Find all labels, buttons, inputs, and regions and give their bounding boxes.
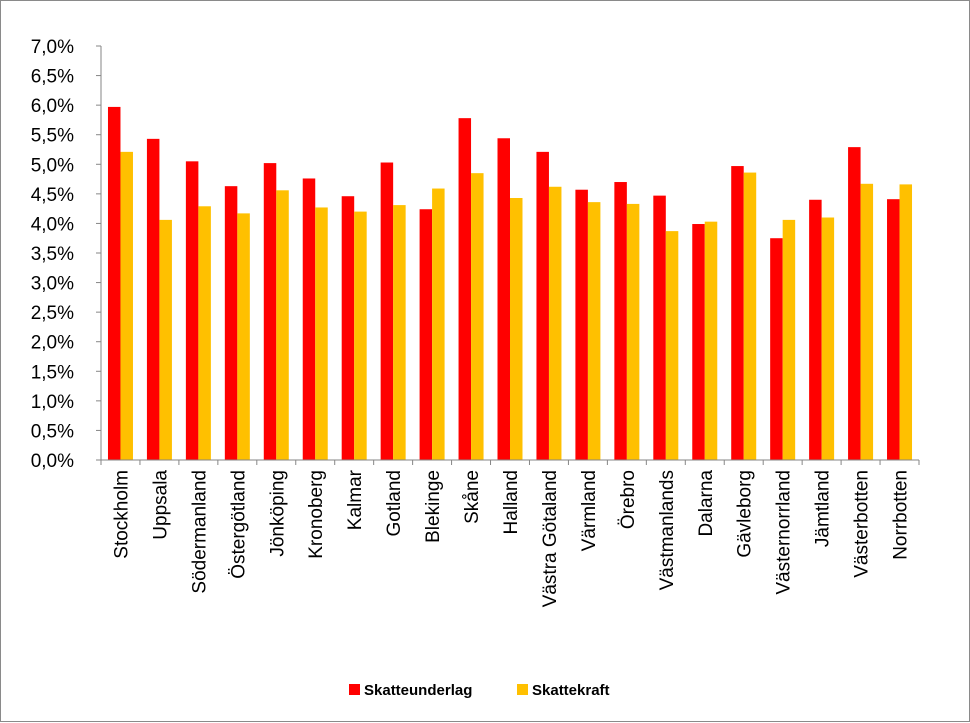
x-tick-label: Östergötland (228, 470, 249, 579)
bar-skatteunderlag-21 (887, 199, 900, 460)
bar-skattekraft-2 (159, 219, 172, 460)
x-tick-label: Kalmar (345, 469, 366, 530)
bar-skattekraft-11 (510, 197, 523, 461)
x-tick-label: Dalarna (696, 470, 717, 537)
x-tick-label: Örebro (618, 470, 639, 529)
y-tick-label: 7,0% (31, 37, 74, 58)
y-tick-label: 4,0% (31, 214, 74, 235)
legend: Skatteunderlag Skattekraft (349, 682, 610, 699)
bar-skattekraft-20 (860, 183, 874, 460)
y-tick-label: 6,5% (31, 67, 74, 88)
y-tick-label: 3,5% (31, 244, 74, 265)
x-tick-label: Västernorrland (774, 470, 795, 595)
bar-skattekraft-7 (354, 211, 367, 460)
x-tick-label: Halland (501, 470, 522, 534)
x-tick-label: Gävleborg (735, 470, 756, 558)
bar-skattekraft-10 (471, 173, 484, 460)
bar-skatteunderlag-5 (263, 163, 277, 461)
legend-label-skattekraft: Skattekraft (532, 682, 610, 699)
bar-skatteunderlag-2 (146, 138, 160, 460)
bar-skattekraft-1 (120, 151, 133, 460)
legend-swatch-skatteunderlag (349, 684, 360, 695)
y-tick-label: 4,5% (31, 185, 74, 206)
bar-skatteunderlag-11 (497, 138, 510, 460)
x-tick-label: Blekinge (423, 470, 444, 543)
y-tick-label: 0,0% (31, 451, 74, 472)
legend-swatch-skattekraft (517, 684, 528, 695)
bar-skatteunderlag-8 (380, 162, 394, 461)
x-tick-label: Södermanland (189, 470, 210, 594)
x-tick-label: Skåne (462, 470, 483, 524)
x-tick-label: Jönköping (267, 470, 288, 557)
bars (107, 106, 913, 461)
bar-skattekraft-21 (899, 184, 913, 460)
y-tick-label: 3,0% (31, 274, 74, 295)
bar-skatteunderlag-3 (185, 161, 199, 461)
bar-skatteunderlag-16 (692, 224, 705, 460)
y-tick-label: 2,0% (31, 333, 74, 354)
y-tick-label: 2,5% (31, 303, 74, 324)
bar-skattekraft-4 (237, 213, 250, 460)
bar-skattekraft-5 (276, 190, 289, 460)
bar-skatteunderlag-15 (653, 195, 666, 461)
y-tick-label: 1,0% (31, 392, 74, 413)
bar-skatteunderlag-12 (536, 151, 549, 460)
bar-skattekraft-13 (587, 202, 601, 460)
bar-skatteunderlag-18 (770, 238, 783, 460)
bar-skattekraft-15 (665, 231, 679, 460)
bar-skattekraft-8 (393, 205, 406, 460)
x-tick-label: Västra Götaland (540, 470, 561, 607)
legend-label-skatteunderlag: Skatteunderlag (364, 682, 472, 699)
bar-skatteunderlag-17 (731, 166, 744, 460)
bar-skatteunderlag-4 (224, 186, 238, 460)
bar-skattekraft-6 (315, 207, 328, 460)
bar-skattekraft-9 (432, 188, 445, 460)
x-tick-label: Jämtland (813, 470, 834, 547)
bar-skatteunderlag-14 (614, 182, 627, 460)
y-axis: 0,0% 0,5% 1,0% 1,5% 2,0% 2,5% 3,0% 3,5% 4,0% 4,5%… (31, 37, 102, 472)
bar-skattekraft-17 (743, 172, 757, 460)
x-tick-label: Västmanlands (657, 470, 678, 590)
x-tick-label: Gotland (384, 470, 405, 537)
x-tick-label: Norrbotten (891, 470, 912, 560)
bar-skatteunderlag-19 (809, 199, 822, 460)
x-tick-label: Kronoberg (306, 470, 327, 559)
bar-skatteunderlag-7 (341, 196, 355, 461)
y-tick-label: 5,5% (31, 126, 74, 147)
y-tick-label: 1,5% (31, 362, 74, 383)
x-tick-label: Värmland (579, 470, 600, 551)
bar-skattekraft-16 (704, 221, 718, 460)
bar-skatteunderlag-6 (302, 178, 316, 461)
x-axis: Stockholm Uppsala Södermanland Östergötland… (100, 459, 920, 607)
y-tick-label: 6,0% (31, 96, 74, 117)
bar-skatteunderlag-20 (848, 147, 861, 461)
bar-skatteunderlag-10 (458, 118, 472, 460)
bar-skatteunderlag-13 (575, 189, 588, 460)
bar-skatteunderlag-1 (107, 106, 121, 460)
x-tick-label: Uppsala (150, 470, 171, 540)
x-tick-label: Västerbotten (852, 470, 873, 578)
y-tick-label: 0,5% (31, 421, 74, 442)
x-tick-label: Stockholm (111, 470, 132, 559)
bar-skatteunderlag-9 (419, 209, 433, 460)
bar-skattekraft-18 (782, 219, 796, 460)
bar-skattekraft-3 (198, 206, 211, 460)
y-tick-label: 5,0% (31, 155, 74, 176)
bar-skattekraft-14 (626, 203, 640, 460)
bar-skattekraft-19 (821, 217, 835, 460)
bar-skattekraft-12 (548, 186, 562, 460)
